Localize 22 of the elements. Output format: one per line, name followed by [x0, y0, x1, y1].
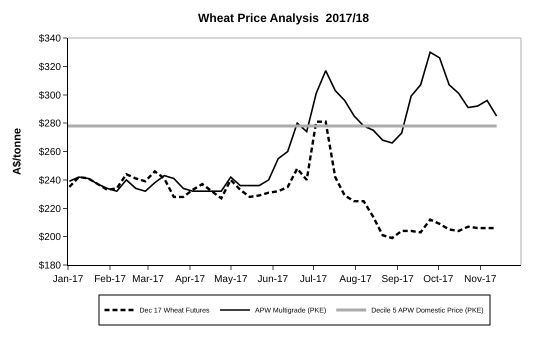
y-tick-label: $240 — [38, 175, 62, 186]
x-tick-label: Feb-17 — [94, 274, 126, 285]
x-tick-label: Aug-17 — [339, 274, 372, 285]
y-tick-label: $340 — [38, 34, 62, 44]
y-tick-label: $280 — [38, 118, 62, 130]
x-tick-label: Jun-17 — [258, 274, 289, 285]
x-tick-label: Nov-17 — [464, 274, 497, 285]
x-tick-label: May-17 — [214, 274, 248, 285]
y-tick-label: $300 — [38, 90, 62, 102]
y-tick-label: $260 — [38, 147, 62, 158]
y-tick-label: $180 — [38, 260, 62, 272]
x-tick-label: Jul-17 — [300, 274, 328, 285]
y-axis-title: A$/tonne — [11, 128, 24, 176]
y-tick-label: $220 — [38, 204, 62, 215]
chart-title: Wheat Price Analysis 2017/18 — [198, 10, 370, 25]
y-tick-label: $200 — [38, 232, 62, 244]
x-tick-label: Apr-17 — [175, 274, 206, 285]
x-tick-label: Mar-17 — [132, 274, 164, 285]
x-tick-label: Jan-17 — [52, 274, 84, 285]
y-tick-label: $320 — [38, 62, 62, 73]
x-tick-label: Sep-17 — [381, 274, 414, 285]
x-tick-label: Oct-17 — [423, 274, 454, 285]
